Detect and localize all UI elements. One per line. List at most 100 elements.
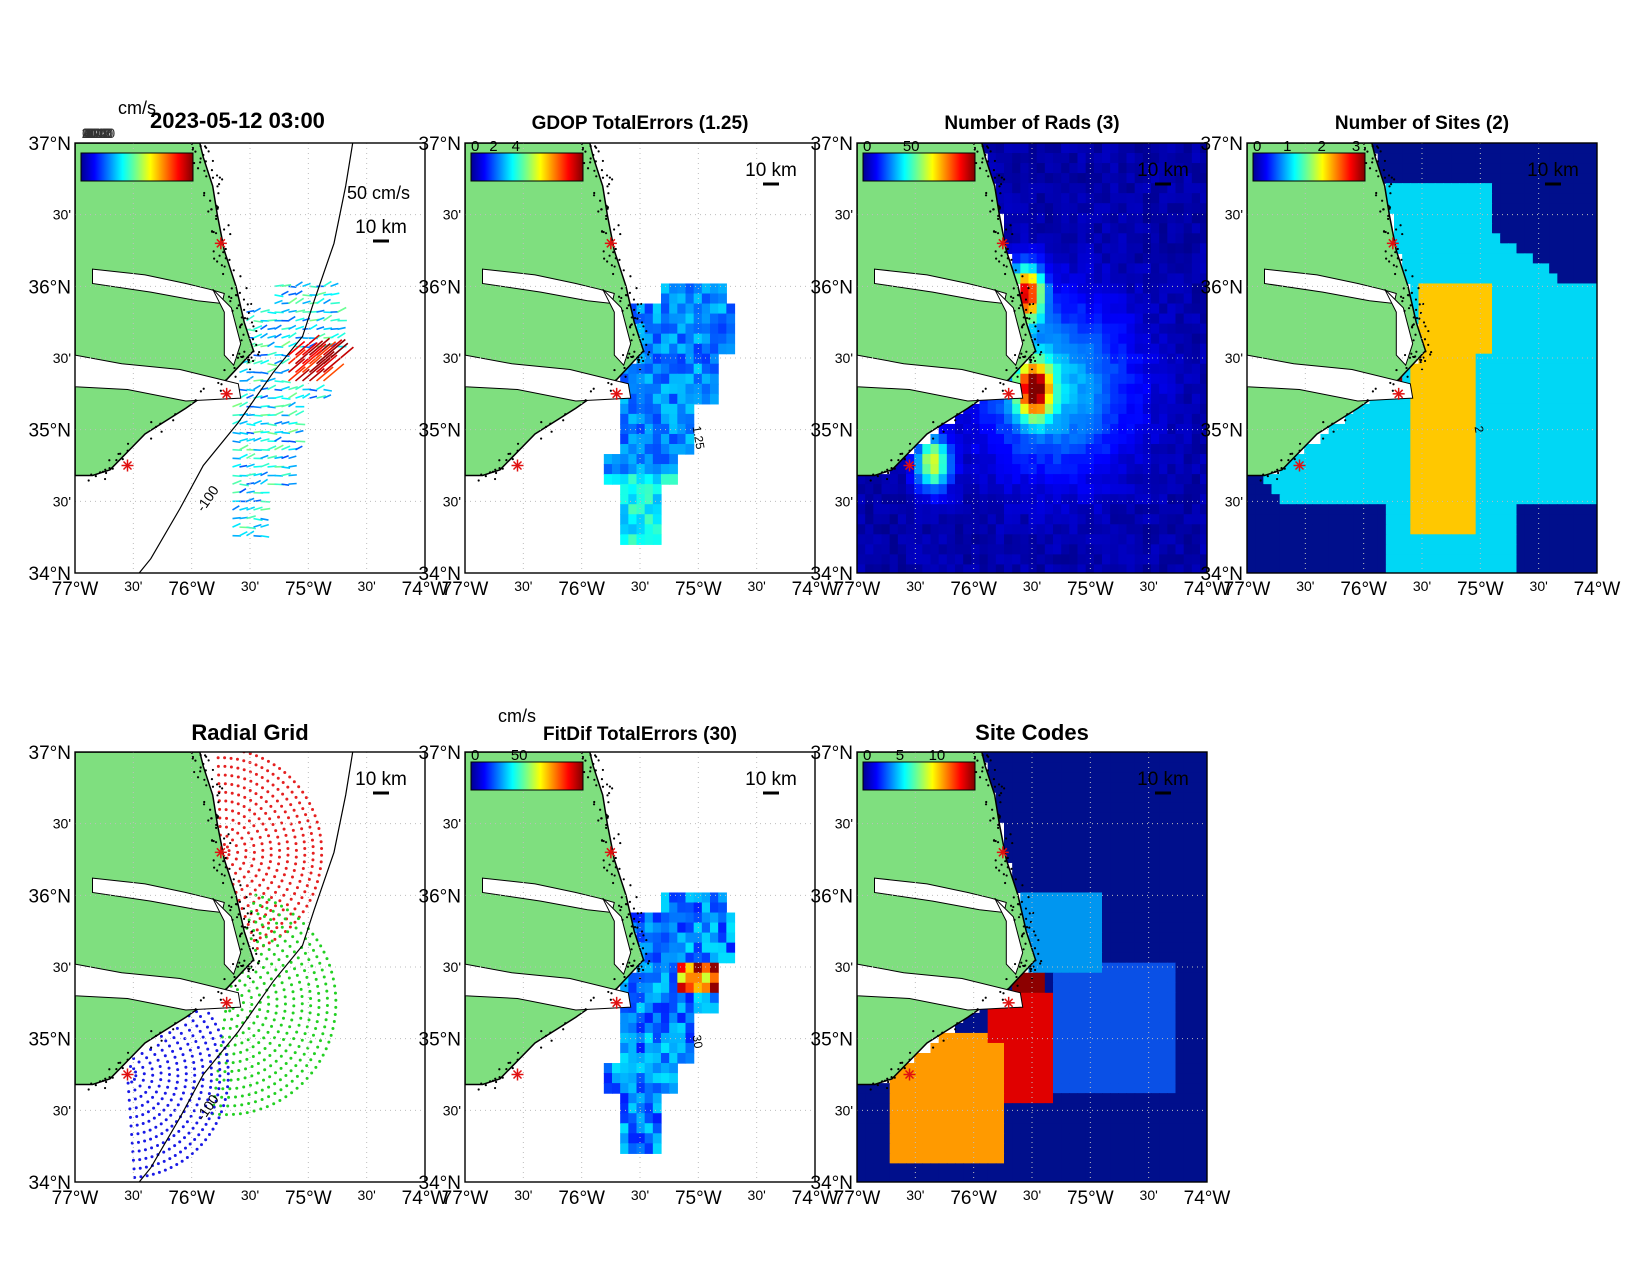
currents-vector bbox=[287, 340, 306, 356]
nsites-coast-dot bbox=[1408, 356, 1412, 359]
gdop-coast-dot bbox=[608, 176, 611, 179]
nrads-cell bbox=[1142, 213, 1152, 224]
nrads-cell bbox=[987, 504, 997, 515]
nsites-cell bbox=[1459, 283, 1469, 295]
nrads-lon-label: 77°W bbox=[834, 579, 881, 600]
nrads-coast-dot bbox=[981, 145, 984, 148]
nsites-cell bbox=[1451, 433, 1460, 445]
nrads-cell bbox=[1012, 433, 1021, 445]
nrads-cell bbox=[1069, 464, 1079, 475]
gdop-cell bbox=[661, 363, 670, 375]
nrads-cell bbox=[1012, 373, 1021, 385]
gdop-cell bbox=[644, 373, 654, 385]
nrads-cell bbox=[889, 494, 899, 505]
nrads-cell bbox=[1191, 494, 1201, 505]
currents-vector bbox=[246, 526, 257, 530]
nsites-cell bbox=[1443, 373, 1452, 385]
radial-red-point bbox=[308, 898, 312, 902]
radial-blue-point bbox=[133, 1097, 137, 1101]
radial-blue-point bbox=[207, 1053, 211, 1057]
gdop-coast-dot bbox=[645, 329, 648, 333]
nrads-cell bbox=[1061, 183, 1070, 194]
nsites-cell bbox=[1394, 564, 1403, 573]
radial-blue-point bbox=[176, 1074, 180, 1078]
radial-blue-point bbox=[198, 1052, 202, 1056]
nsites-coast-dot bbox=[1287, 459, 1290, 462]
nrads-cell bbox=[1085, 524, 1095, 535]
nsites-cell bbox=[1336, 423, 1346, 435]
gdop-cell bbox=[661, 313, 670, 325]
nrads-coast-dot bbox=[1012, 287, 1015, 290]
nrads-cell bbox=[1093, 203, 1103, 214]
nsites-coast-dot bbox=[1402, 287, 1405, 290]
nsites-cell bbox=[1581, 363, 1591, 375]
nrads-cell bbox=[1159, 333, 1168, 345]
nsites-cell bbox=[1459, 213, 1469, 224]
radial-red-point bbox=[275, 868, 279, 872]
nrads-cell bbox=[1069, 554, 1079, 565]
radial-coast-dot bbox=[219, 998, 222, 1001]
nrads-cell bbox=[1102, 534, 1111, 545]
nrads-cell bbox=[1183, 303, 1193, 315]
nrads-cell bbox=[1134, 444, 1144, 455]
nsites-cell bbox=[1426, 233, 1436, 244]
nsites-cell bbox=[1394, 193, 1403, 204]
nrads-cell bbox=[938, 554, 948, 565]
currents-vector bbox=[253, 307, 262, 313]
nrads-cell bbox=[1126, 363, 1136, 375]
radial-green-point bbox=[281, 949, 285, 953]
radial-blue-point bbox=[145, 1056, 149, 1060]
nsites-cell bbox=[1467, 454, 1477, 465]
nrads-cell bbox=[1061, 143, 1070, 154]
gdop-lon-label: 75°W bbox=[675, 579, 722, 600]
nsites-cell bbox=[1394, 163, 1403, 174]
gdop-coast-dot bbox=[648, 350, 651, 354]
nsites-cell bbox=[1304, 474, 1313, 485]
nsites-cell bbox=[1353, 413, 1362, 425]
nrads-cell bbox=[1183, 253, 1193, 264]
currents-coast-dot bbox=[239, 355, 243, 359]
fitdif-cell bbox=[710, 912, 719, 924]
nrads-cell bbox=[1142, 223, 1152, 234]
nrads-cell bbox=[1151, 484, 1160, 495]
radial-blue-point bbox=[194, 1039, 198, 1043]
gdop-cell bbox=[669, 393, 678, 405]
nsites-cell bbox=[1255, 524, 1264, 535]
nrads-cell bbox=[1012, 474, 1021, 485]
nrads-cell bbox=[1118, 273, 1128, 285]
nsites-cell bbox=[1508, 474, 1518, 485]
nsites-cell bbox=[1296, 554, 1305, 565]
nsites-cell bbox=[1532, 303, 1542, 315]
nsites-cell bbox=[1549, 403, 1558, 415]
nrads-cell bbox=[979, 494, 989, 505]
radial-green-point bbox=[246, 1038, 250, 1042]
nrads-cell bbox=[1044, 444, 1054, 455]
nrads-coast-dot bbox=[1011, 300, 1014, 303]
nsites-cell bbox=[1287, 504, 1297, 515]
nrads-coast-dot bbox=[1021, 355, 1025, 359]
nsites-cell bbox=[1483, 383, 1493, 395]
radial-red-point bbox=[234, 871, 238, 875]
nrads-cell bbox=[1159, 454, 1168, 465]
gdop-cell bbox=[701, 383, 711, 395]
nsites-cell bbox=[1492, 363, 1501, 375]
nsites-cell bbox=[1524, 163, 1534, 174]
gdop-coast-dot bbox=[614, 247, 617, 251]
nsites-cell bbox=[1394, 504, 1403, 515]
nrads-lat-label: 30' bbox=[835, 350, 853, 366]
nrads-cell bbox=[1077, 193, 1087, 204]
nrads-cell bbox=[1020, 454, 1030, 465]
nrads-cell bbox=[1134, 153, 1144, 164]
currents-coast-dot bbox=[205, 146, 208, 149]
nrads-cell bbox=[1151, 263, 1160, 275]
nsites-cell bbox=[1541, 564, 1550, 573]
currents-coast-dot bbox=[235, 307, 239, 310]
nrads-cell bbox=[1200, 293, 1207, 305]
nrads-cell bbox=[1118, 464, 1128, 475]
gdop-cell bbox=[710, 363, 719, 375]
gdop-cell bbox=[693, 393, 703, 405]
nrads-cell bbox=[1093, 263, 1103, 275]
nsites-cell bbox=[1516, 163, 1526, 174]
nrads-cell bbox=[930, 544, 940, 555]
nsites-cell bbox=[1459, 303, 1469, 315]
